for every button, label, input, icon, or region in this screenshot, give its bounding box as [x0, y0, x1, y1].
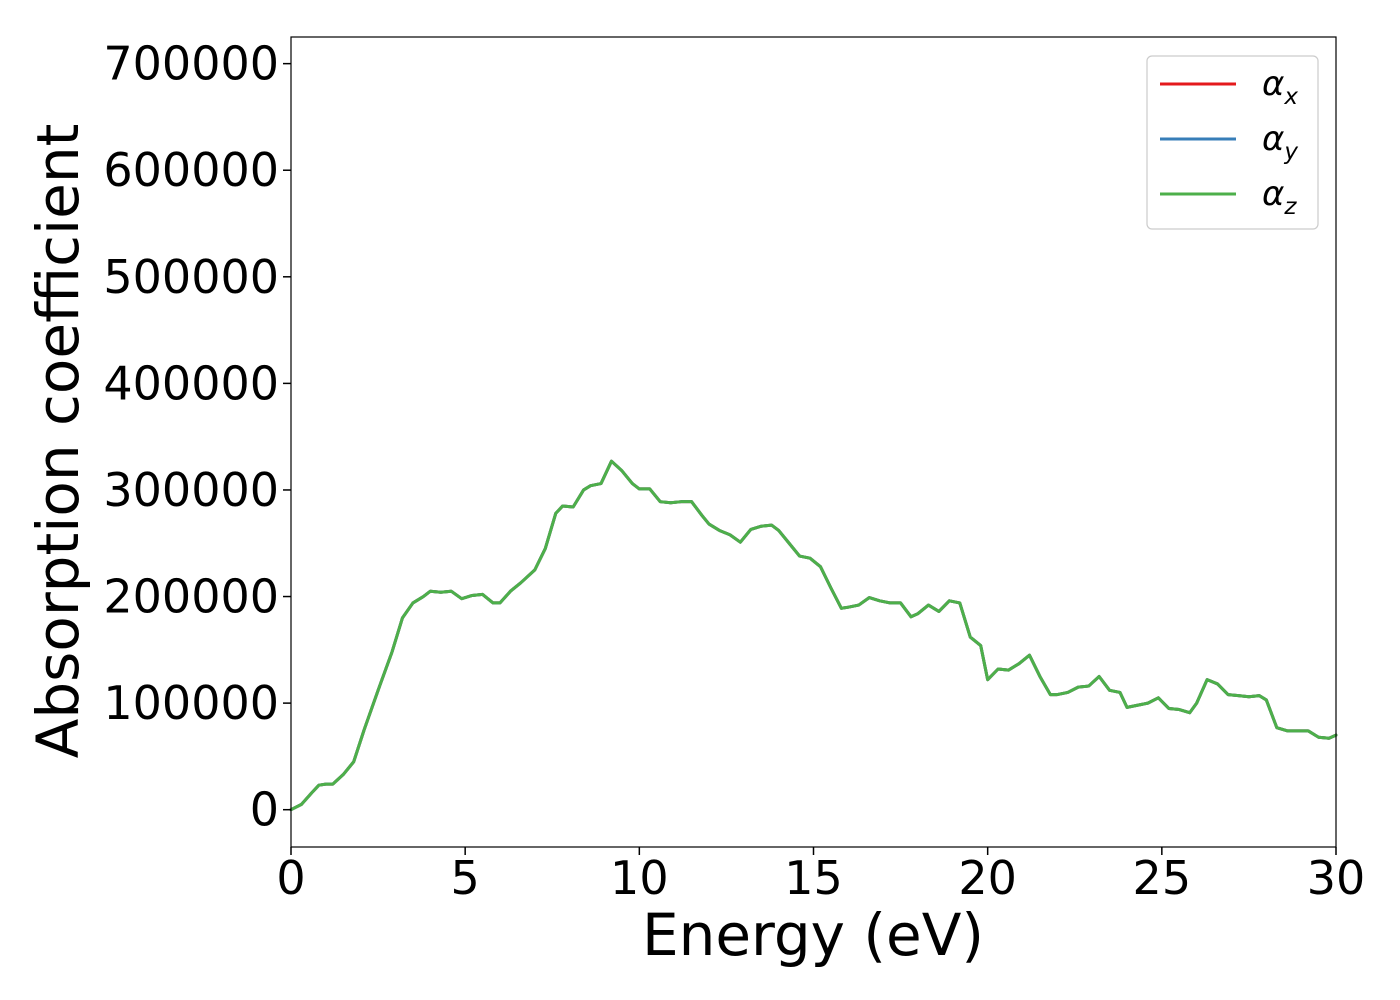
y-tick-label: 100000 [103, 676, 279, 730]
series-line-y [289, 459, 1338, 812]
x-tick-label: 0 [276, 851, 305, 905]
legend-label-x: αx [1262, 64, 1298, 110]
x-tick-label: 5 [451, 851, 480, 905]
legend-subscript: x [1283, 84, 1298, 110]
series-layer [289, 459, 1338, 812]
x-tick-label: 10 [610, 851, 669, 905]
legend-symbol: α [1262, 174, 1284, 214]
y-tick-label: 700000 [103, 37, 279, 91]
series-line-x [289, 459, 1338, 812]
legend-box [1146, 55, 1319, 230]
x-tick-label: 25 [1133, 851, 1192, 905]
legend-subscript: z [1283, 194, 1297, 220]
legend-label-z: αz [1262, 174, 1297, 220]
y-tick-label: 600000 [103, 143, 279, 197]
legend-label-y: αy [1262, 119, 1298, 165]
y-tick-label: 0 [250, 783, 279, 837]
legend-subscript: y [1283, 139, 1298, 165]
legend-symbol: α [1262, 64, 1284, 104]
legend-symbol: α [1262, 119, 1284, 159]
y-tick-label: 200000 [103, 570, 279, 624]
x-tick-label: 30 [1307, 851, 1366, 905]
y-tick-label: 500000 [103, 250, 279, 304]
x-axis-title: Energy (eV) [642, 901, 984, 969]
x-tick-label: 15 [784, 851, 843, 905]
y-tick-label: 400000 [103, 356, 279, 410]
y-tick-label: 300000 [103, 463, 279, 517]
y-axis-title: Absorption coefficient [24, 124, 92, 759]
series-line-z [289, 459, 1338, 812]
x-tick-label: 20 [958, 851, 1017, 905]
ticks-layer: 0 5 10 15 20 25 30 0 100000 200000 300000 400000 500… [103, 37, 1365, 905]
